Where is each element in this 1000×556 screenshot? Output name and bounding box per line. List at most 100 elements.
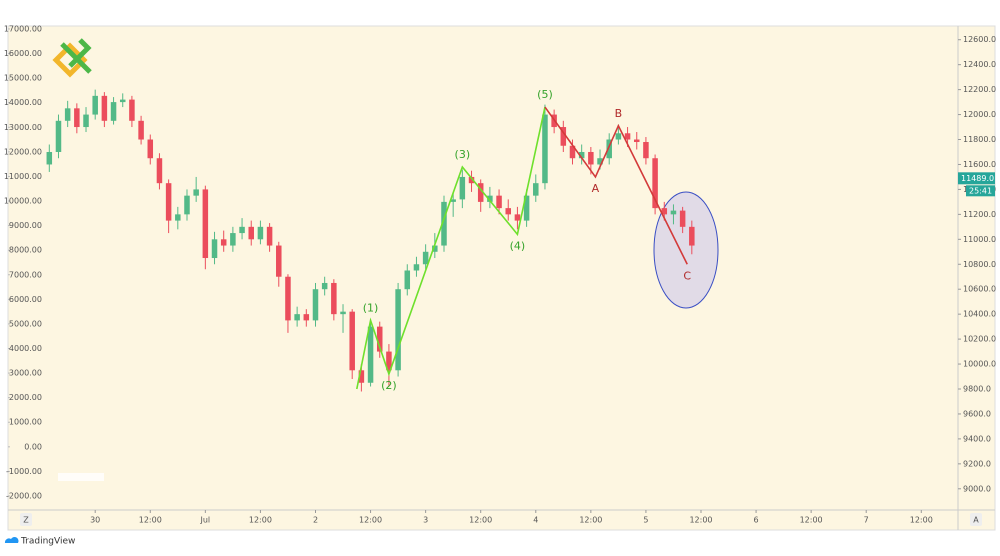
candle-body [560, 127, 567, 146]
scale-button[interactable] [970, 513, 982, 526]
y-tick-label: 2000.00 [9, 393, 42, 402]
candle-body [505, 208, 511, 215]
chart-background [7, 25, 996, 531]
candle-body [285, 276, 291, 321]
candle-body [156, 158, 163, 184]
last-price-label: 11489.0 [961, 174, 994, 183]
y-tick-label: 15000.00 [4, 74, 42, 83]
candle-body [184, 195, 190, 215]
candle-body [496, 195, 502, 209]
candle-body [64, 108, 71, 121]
countdown-tag [966, 185, 995, 197]
y-tick-label: 11000.00 [4, 172, 42, 181]
logo [52, 38, 92, 78]
wave-label: C [683, 269, 691, 282]
candle-body [340, 311, 346, 315]
y2-tick-label: 10000.0 [963, 360, 996, 369]
candle-body [119, 99, 126, 103]
y2-tick-label: 11200.0 [963, 210, 996, 219]
y-tick-label: 6000.00 [9, 295, 42, 304]
candle-body [239, 226, 245, 234]
candle-body [477, 183, 484, 202]
candle-body [468, 176, 475, 184]
candle-body [542, 114, 548, 184]
scale-button[interactable] [20, 513, 32, 526]
y2-tick-label: 9000.0 [963, 484, 991, 493]
candle-body [220, 239, 227, 246]
candle-body [514, 214, 521, 221]
candle-body [597, 158, 603, 165]
y2-tick-label: 9400.0 [963, 434, 991, 443]
candle-body [92, 95, 98, 115]
footer-logo [4, 536, 19, 543]
candle-body [55, 120, 62, 152]
y-tick-label: 10000.00 [4, 197, 42, 206]
candle-body [276, 245, 282, 277]
candle-body [266, 226, 273, 246]
wave-label: B [615, 107, 623, 120]
scale-button-label: A [973, 516, 979, 525]
candle-body [367, 326, 374, 383]
candle-body [578, 151, 585, 159]
x-tick-label: 12:00 [249, 516, 272, 525]
wave-label: A [592, 182, 600, 195]
y-tick-label: 0.00 [24, 442, 42, 451]
wave-label: (4) [510, 239, 526, 252]
candle-body [395, 289, 401, 371]
candle-body [83, 114, 89, 128]
y-tick-label: 14000.00 [4, 98, 42, 107]
x-tick-label: 12:00 [800, 516, 823, 525]
last-price-tag [958, 172, 995, 185]
y2-tick-label: 11000.0 [963, 235, 996, 244]
y2-tick-label: 9600.0 [963, 409, 991, 418]
candle-body [643, 142, 649, 159]
y2-tick-label: 11600.0 [963, 160, 996, 169]
wave-label: (5) [537, 88, 553, 101]
x-tick-label: 12:00 [139, 516, 162, 525]
wave-label: (3) [455, 148, 471, 161]
candle-body [450, 199, 456, 202]
candle-body [349, 311, 355, 371]
candle-body [441, 201, 447, 246]
candle-body [624, 133, 631, 140]
wave-line [544, 106, 688, 265]
candle-body [294, 314, 300, 321]
y2-tick-label: 12000.0 [963, 110, 996, 119]
candle-body [74, 108, 80, 128]
x-tick-label: 7 [864, 516, 869, 525]
candle-body [303, 314, 310, 321]
candle-body [101, 95, 108, 121]
candle-body [321, 282, 328, 290]
y-tick-label: 16000.00 [4, 49, 42, 58]
highlight-ellipse [653, 191, 719, 309]
y2-tick-label: 9200.0 [963, 459, 991, 468]
candle-body [487, 195, 493, 202]
candle-body [331, 282, 337, 315]
candle-body [138, 120, 144, 140]
y-tick-label: -1000.00 [6, 467, 42, 476]
x-tick-label: 12:00 [579, 516, 602, 525]
candle-body [386, 351, 392, 371]
y2-tick-label: 10400.0 [963, 310, 996, 319]
y-tick-label: 7000.00 [9, 270, 42, 279]
candle-body [312, 289, 319, 321]
x-tick-label: 12:00 [689, 516, 712, 525]
candle-body [193, 189, 199, 196]
candle-body [376, 326, 383, 352]
x-tick-label: 2 [313, 516, 318, 525]
y-tick-label: 8000.00 [9, 246, 42, 255]
y2-tick-label: 11800.0 [963, 135, 996, 144]
candle-body [147, 139, 154, 159]
x-tick-label: 12:00 [359, 516, 382, 525]
candle-body [533, 183, 539, 196]
y-tick-label: 13000.00 [4, 123, 42, 132]
candle-body [679, 210, 686, 227]
x-tick-label: 3 [423, 516, 428, 525]
candle-body [413, 264, 420, 271]
x-tick-label: 4 [533, 516, 538, 525]
candle-body [46, 151, 53, 165]
x-tick-label: 12:00 [910, 516, 933, 525]
candle-body [689, 226, 695, 246]
candle-body [615, 133, 622, 140]
